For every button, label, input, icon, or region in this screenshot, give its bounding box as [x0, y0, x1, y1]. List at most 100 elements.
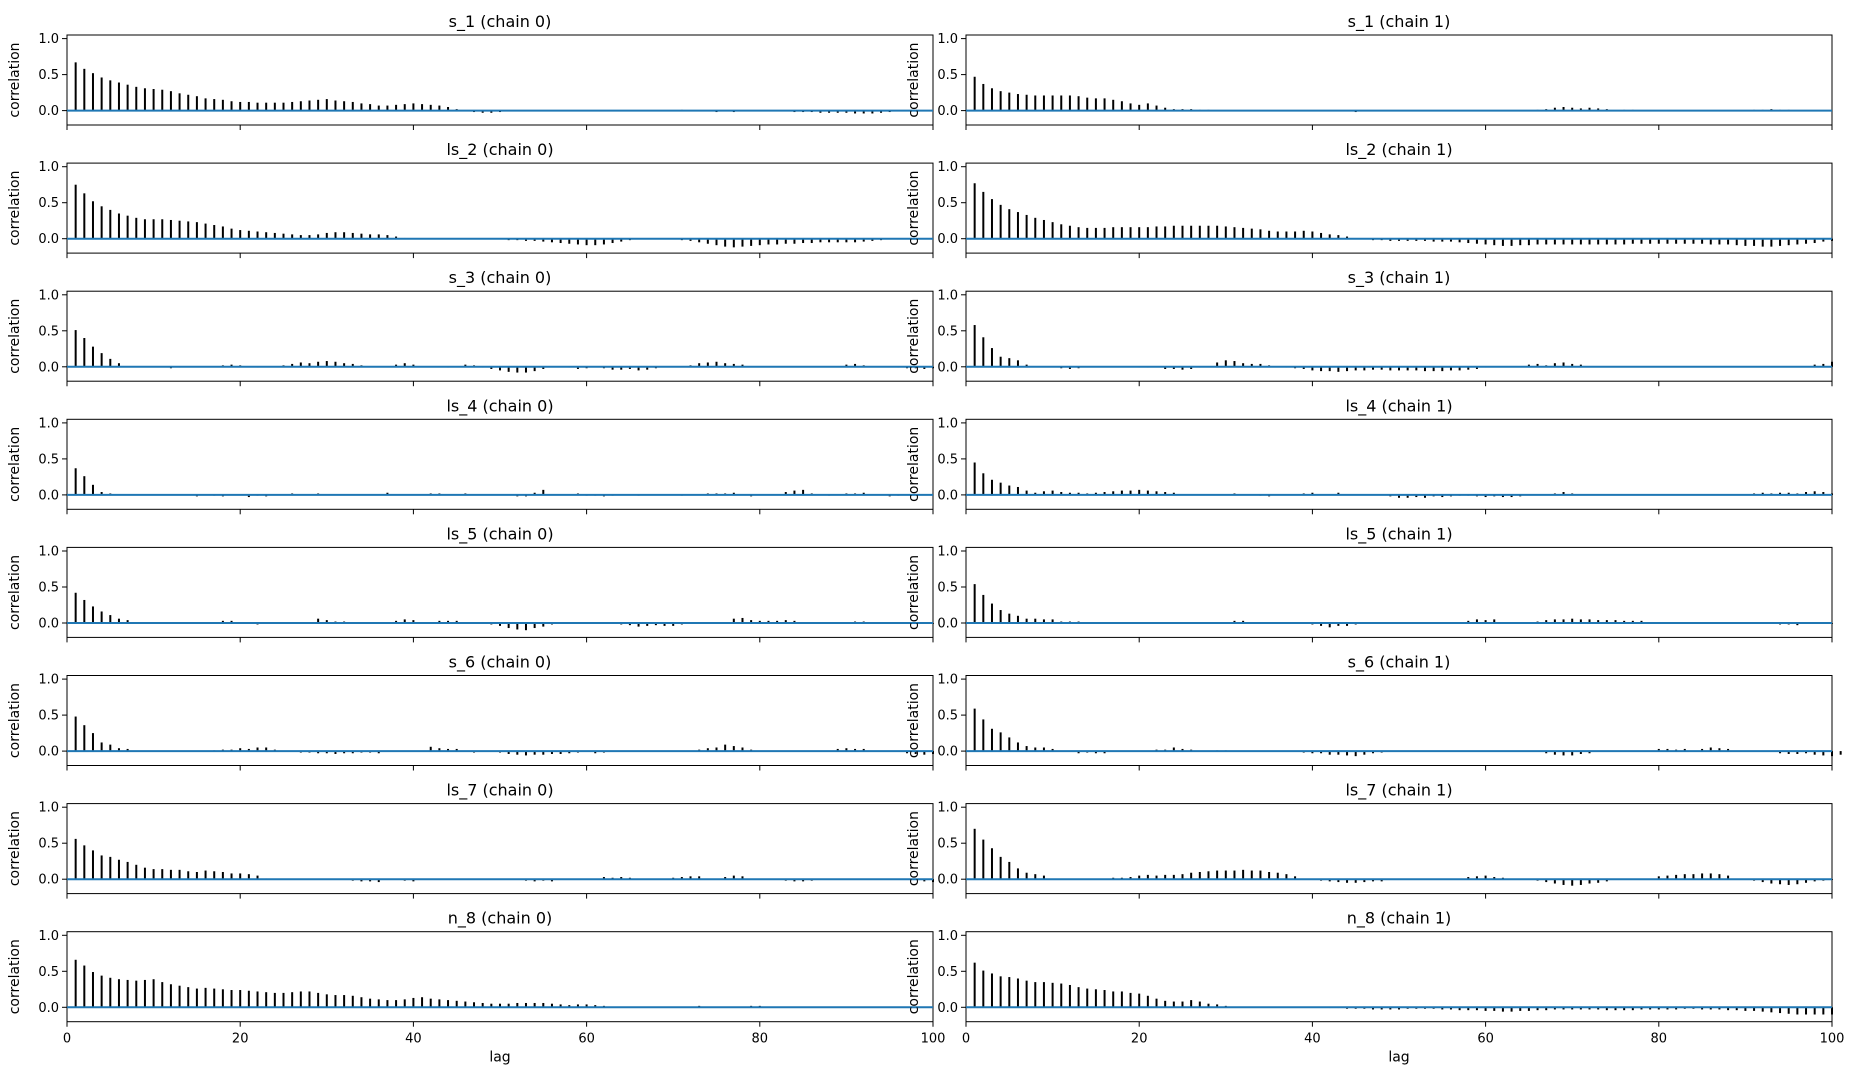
plot-frame-1: [965, 34, 1833, 126]
chart-title-15: n_8 (chain 1): [1347, 909, 1451, 929]
y-tick-label-4-0: 0.0: [38, 360, 59, 375]
y-tick-label-0-1: 0.5: [38, 68, 59, 83]
chart-title-5: s_3 (chain 1): [1348, 268, 1451, 288]
y-tick-label-1-1: 0.5: [937, 68, 958, 83]
y-tick-label-9-1: 0.5: [937, 581, 958, 596]
y-tick-label-6-1: 0.5: [38, 452, 59, 467]
chart-title-0: s_1 (chain 0): [449, 12, 552, 32]
x-tick-label-14-0: 0: [63, 1032, 71, 1047]
y-tick-label-2-0: 0.0: [38, 232, 59, 247]
y-tick-label-13-0: 0.0: [937, 873, 958, 888]
plot-frame-13: [965, 803, 1833, 895]
chart-title-3: ls_2 (chain 1): [1345, 140, 1452, 160]
y-tick-label-3-0: 0.0: [937, 232, 958, 247]
plot-frame-15: [965, 931, 1833, 1023]
chart-title-12: ls_7 (chain 0): [446, 781, 553, 801]
y-tick-label-2-1: 0.5: [38, 196, 59, 211]
x-tick-label-14-1: 20: [232, 1032, 249, 1047]
y-tick-label-11-1: 0.5: [937, 709, 958, 724]
y-tick-label-10-0: 0.0: [38, 745, 59, 760]
y-tick-label-5-2: 1.0: [937, 288, 958, 303]
y-tick-label-3-1: 0.5: [937, 196, 958, 211]
x-axis-label-15: lag: [1388, 1050, 1409, 1066]
y-axis-label-6: correlation: [7, 427, 23, 502]
chart-title-10: s_6 (chain 0): [449, 653, 552, 673]
y-axis-label-9: correlation: [906, 555, 922, 630]
y-axis-label-2: correlation: [7, 171, 23, 246]
y-tick-label-9-2: 1.0: [937, 545, 958, 560]
y-axis-label-5: correlation: [906, 299, 922, 374]
y-tick-label-4-1: 0.5: [38, 324, 59, 339]
x-tick-label-14-2: 40: [405, 1032, 422, 1047]
y-axis-label-10: correlation: [7, 683, 23, 758]
y-tick-label-0-0: 0.0: [38, 104, 59, 119]
chart-title-7: ls_4 (chain 1): [1345, 396, 1452, 416]
y-tick-label-11-0: 0.0: [937, 745, 958, 760]
plot-frame-12: [66, 803, 934, 895]
plot-frame-3: [965, 162, 1833, 254]
chart-title-6: ls_4 (chain 0): [446, 396, 553, 416]
y-tick-label-5-0: 0.0: [937, 360, 958, 375]
y-tick-label-10-2: 1.0: [38, 673, 59, 688]
y-tick-label-11-2: 1.0: [937, 673, 958, 688]
y-axis-label-0: correlation: [7, 42, 23, 117]
y-tick-label-2-2: 1.0: [38, 160, 59, 175]
x-tick-label-15-2: 40: [1304, 1032, 1321, 1047]
chart-title-8: ls_5 (chain 0): [446, 524, 553, 544]
plot-frame-4: [66, 290, 934, 382]
y-tick-label-13-1: 0.5: [937, 837, 958, 852]
y-axis-label-15: correlation: [906, 939, 922, 1014]
y-tick-label-0-2: 1.0: [38, 32, 59, 47]
plot-frame-6: [66, 418, 934, 510]
x-tick-label-15-5: 100: [1820, 1032, 1845, 1047]
x-tick-label-14-3: 60: [578, 1032, 595, 1047]
y-tick-label-6-2: 1.0: [38, 416, 59, 431]
chart-title-14: n_8 (chain 0): [448, 909, 552, 929]
y-axis-label-3: correlation: [906, 171, 922, 246]
y-tick-label-8-2: 1.0: [38, 545, 59, 560]
y-tick-label-8-1: 0.5: [38, 581, 59, 596]
y-tick-label-12-0: 0.0: [38, 873, 59, 888]
y-tick-label-5-1: 0.5: [937, 324, 958, 339]
x-tick-label-15-0: 0: [962, 1032, 970, 1047]
chart-title-13: ls_7 (chain 1): [1345, 781, 1452, 801]
x-tick-label-15-3: 60: [1477, 1032, 1494, 1047]
y-tick-label-7-2: 1.0: [937, 416, 958, 431]
plot-frame-14: [66, 931, 934, 1023]
y-tick-label-12-1: 0.5: [38, 837, 59, 852]
plot-frame-11: [965, 675, 1833, 766]
y-axis-label-12: correlation: [7, 811, 23, 886]
x-tick-label-15-4: 80: [1651, 1032, 1668, 1047]
plot-frame-9: [965, 546, 1833, 638]
x-tick-label-14-4: 80: [752, 1032, 769, 1047]
chart-title-4: s_3 (chain 0): [449, 268, 552, 288]
y-axis-label-13: correlation: [906, 811, 922, 886]
y-axis-label-11: correlation: [906, 683, 922, 758]
x-tick-label-14-5: 100: [921, 1032, 946, 1047]
y-tick-label-15-1: 0.5: [937, 965, 958, 980]
y-tick-label-1-2: 1.0: [937, 32, 958, 47]
y-tick-label-8-0: 0.0: [38, 617, 59, 632]
y-tick-label-3-2: 1.0: [937, 160, 958, 175]
y-axis-label-14: correlation: [7, 939, 23, 1014]
y-tick-label-6-0: 0.0: [38, 488, 59, 503]
chart-title-2: ls_2 (chain 0): [446, 140, 553, 160]
plot-frame-10: [66, 675, 934, 766]
y-axis-label-1: correlation: [906, 42, 922, 117]
y-tick-label-13-2: 1.0: [937, 801, 958, 816]
plot-frame-7: [965, 418, 1833, 510]
plot-frame-2: [66, 162, 934, 254]
y-axis-label-7: correlation: [906, 427, 922, 502]
y-tick-label-7-0: 0.0: [937, 488, 958, 503]
chart-title-11: s_6 (chain 1): [1348, 653, 1451, 673]
y-tick-label-15-2: 1.0: [937, 929, 958, 944]
x-axis-label-14: lag: [489, 1050, 510, 1066]
plot-frame-8: [66, 546, 934, 638]
x-tick-label-15-1: 20: [1131, 1032, 1148, 1047]
y-tick-label-14-0: 0.0: [38, 1001, 59, 1016]
chart-title-1: s_1 (chain 1): [1348, 12, 1451, 32]
y-tick-label-12-2: 1.0: [38, 801, 59, 816]
y-axis-label-4: correlation: [7, 299, 23, 374]
y-tick-label-9-0: 0.0: [937, 617, 958, 632]
y-tick-label-14-2: 1.0: [38, 929, 59, 944]
